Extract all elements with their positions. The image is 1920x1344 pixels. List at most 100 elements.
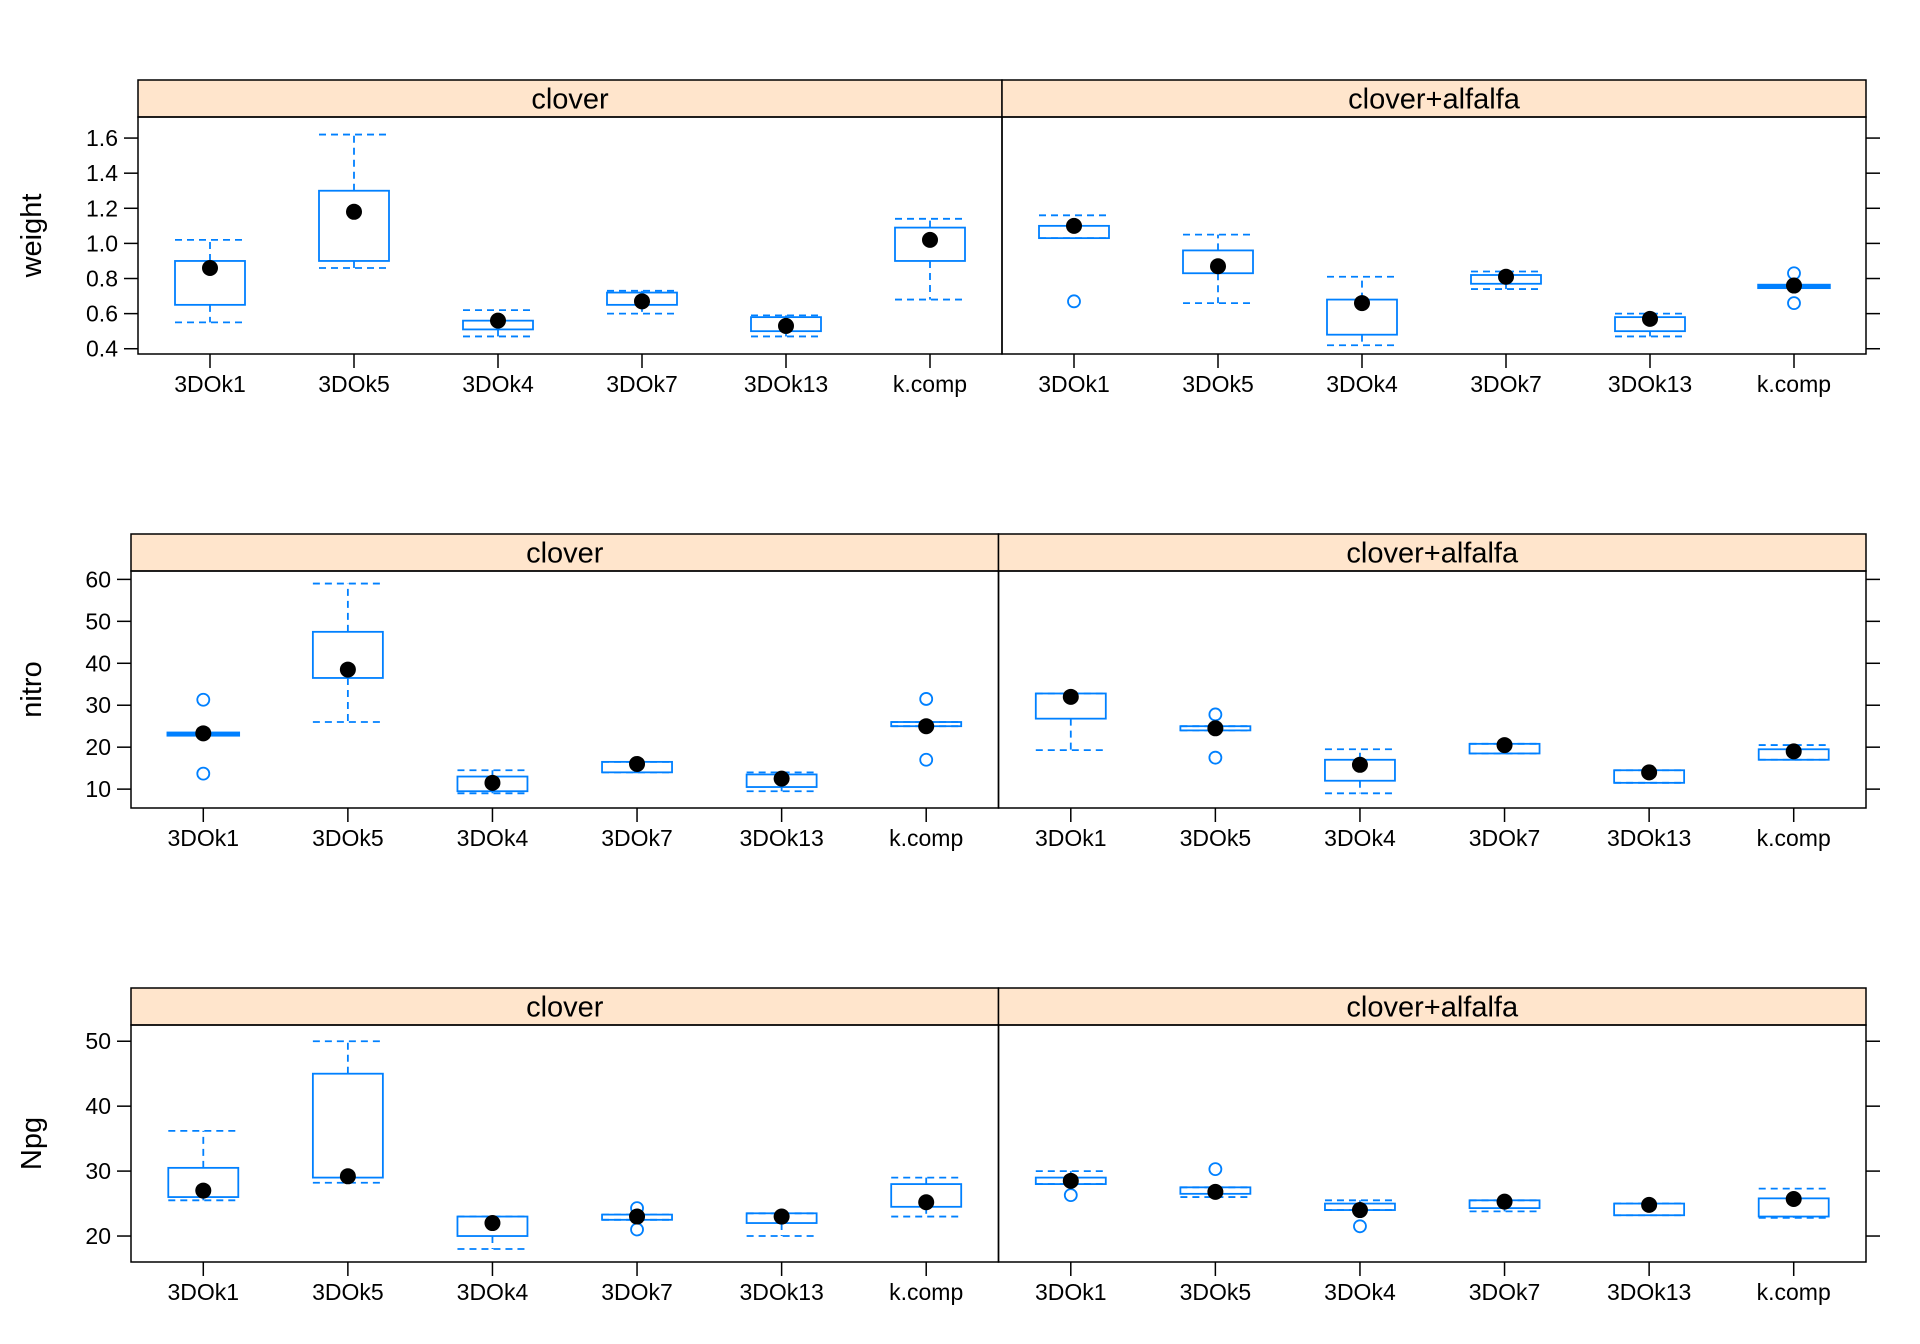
- panel-npg-clover: clover 3DOk1 3DOk5 3DOk4 3DOk7 3DOk13 k.comp: [130, 987, 1000, 1305]
- box-3dok7: 3DOk7: [601, 1201, 673, 1305]
- outlier-point: [1208, 750, 1223, 765]
- strip-header: [997, 533, 1867, 572]
- mean-point: [1207, 1183, 1224, 1200]
- iqr-box: [311, 1072, 384, 1179]
- outlier-point: [919, 752, 934, 767]
- x-tick-label: 3DOk1: [1038, 371, 1110, 397]
- box-3dok4: 3DOk4: [456, 1215, 528, 1305]
- box-3dok5: 3DOk5: [1179, 707, 1252, 851]
- mean-point: [773, 770, 790, 787]
- mean-point: [922, 231, 938, 248]
- outlier-point: [919, 692, 934, 706]
- box-3dok5: 3DOk5: [1182, 233, 1254, 397]
- iqr-box: [318, 189, 390, 262]
- mean-point: [1062, 1172, 1079, 1189]
- y-tick-label: 50: [85, 608, 111, 634]
- x-tick-label: 3DOk4: [462, 371, 534, 397]
- x-tick-label: 3DOk13: [1608, 371, 1692, 397]
- strip-header: [130, 533, 1000, 572]
- box-3dok1: 3DOk1: [1038, 214, 1110, 397]
- mean-point: [1641, 764, 1658, 781]
- mean-point: [1496, 737, 1513, 754]
- mean-point: [1641, 1196, 1658, 1213]
- y-tick-label: 30: [85, 1158, 111, 1184]
- y-tick-label: 40: [85, 650, 111, 676]
- box-3dok1: 3DOk1: [1034, 1170, 1107, 1305]
- y-tick-label: 0.8: [86, 266, 118, 292]
- y-tick-label: 1.2: [86, 195, 118, 221]
- box-k-comp: k.comp: [889, 692, 963, 851]
- mean-point: [490, 312, 506, 329]
- mean-point: [1785, 1191, 1802, 1208]
- box-3dok1: 3DOk1: [174, 238, 246, 397]
- panel-weight-clover-alfalfa: clover+alfalfa 3DOk1 3DOk5 3DOk4 3DOk7 3DOk13…: [1001, 79, 1867, 397]
- mean-point: [629, 755, 646, 772]
- y-tick-label: 30: [85, 692, 111, 718]
- mean-point: [484, 774, 501, 791]
- iqr-box: [311, 630, 384, 679]
- x-tick-label: 3DOk4: [1324, 1279, 1396, 1305]
- x-tick-label: k.comp: [893, 371, 967, 397]
- mean-point: [1642, 310, 1658, 327]
- x-tick-label: 3DOk1: [174, 371, 246, 397]
- x-tick-label: 3DOk5: [312, 825, 384, 851]
- x-tick-label: 3DOk4: [1324, 825, 1396, 851]
- box-3dok13: 3DOk13: [739, 1208, 824, 1305]
- x-tick-label: 3DOk13: [1607, 1279, 1691, 1305]
- box-3dok1: 3DOk1: [167, 1129, 240, 1305]
- outlier-point: [1787, 296, 1801, 310]
- x-tick-label: 3DOk1: [1035, 825, 1107, 851]
- box-3dok7: 3DOk7: [601, 755, 673, 851]
- box-3dok7: 3DOk7: [1468, 737, 1541, 851]
- box-3dok13: 3DOk13: [739, 770, 824, 851]
- x-tick-label: 3DOk5: [1182, 371, 1254, 397]
- x-tick-label: 3DOk5: [1180, 825, 1252, 851]
- x-tick-label: 3DOk13: [739, 1279, 823, 1305]
- outlier-point: [1063, 1188, 1078, 1203]
- y-tick-label: 50: [85, 1028, 111, 1054]
- mean-point: [1351, 1202, 1368, 1219]
- mean-point: [918, 718, 935, 735]
- box-3dok4: 3DOk4: [1326, 275, 1398, 397]
- mean-point: [339, 1168, 356, 1185]
- box-3dok13: 3DOk13: [1608, 310, 1692, 397]
- mean-point: [629, 1208, 646, 1225]
- y-axis-label-weight: weight: [16, 194, 48, 279]
- outlier-point: [196, 766, 211, 781]
- panel-row-nitro: nitro 10 20 30 40 50 60 clover 3DOk1 3DOk5 3DOk4 3D…: [16, 533, 1880, 851]
- mean-point: [1207, 720, 1224, 737]
- mean-point: [1786, 277, 1802, 294]
- x-tick-label: 3DOk7: [601, 825, 673, 851]
- box-3dok7: 3DOk7: [1468, 1193, 1541, 1305]
- outlier-point: [1353, 1219, 1367, 1234]
- x-tick-label: k.comp: [1757, 371, 1831, 397]
- x-tick-label: 3DOk4: [457, 825, 529, 851]
- mean-point: [1785, 743, 1802, 760]
- panel-npg-clover-alfalfa: clover+alfalfa 3DOk1 3DOk5 3DOk4 3DOk7 3DOk13…: [997, 987, 1867, 1305]
- y-tick-label: 20: [85, 1223, 111, 1249]
- panel-nitro-clover: clover 3DOk1 3DOk5 3DOk4 3DOk7 3DOk13 k.comp: [130, 533, 1000, 851]
- mean-point: [1351, 756, 1368, 773]
- x-tick-label: 3DOk7: [1469, 1279, 1541, 1305]
- y-tick-label: 10: [85, 776, 111, 802]
- mean-point: [634, 293, 650, 310]
- box-3dok4: 3DOk4: [462, 309, 534, 397]
- mean-point: [778, 317, 794, 334]
- box-3dok5: 3DOk5: [318, 133, 390, 397]
- mean-point: [195, 1182, 212, 1199]
- y-tick-label: 20: [85, 734, 111, 760]
- y-tick-label: 60: [85, 566, 111, 592]
- x-tick-label: 3DOk7: [1470, 371, 1542, 397]
- x-tick-label: 3DOk1: [167, 825, 239, 851]
- panel-frame: [1001, 116, 1867, 355]
- panel-frame: [997, 1024, 1867, 1263]
- box-3dok13: 3DOk13: [744, 314, 828, 397]
- x-tick-label: 3DOk7: [601, 1279, 673, 1305]
- box-3dok1: 3DOk1: [1034, 688, 1107, 851]
- panel-frame: [130, 570, 1000, 809]
- box-3dok13: 3DOk13: [1607, 764, 1691, 851]
- box-3dok1: 3DOk1: [166, 692, 241, 851]
- box-3dok4: 3DOk4: [1324, 1199, 1396, 1305]
- panel-nitro-clover-alfalfa: clover+alfalfa 3DOk1 3DOk5 3DOk4 3DOk7 3DOk13…: [997, 533, 1867, 851]
